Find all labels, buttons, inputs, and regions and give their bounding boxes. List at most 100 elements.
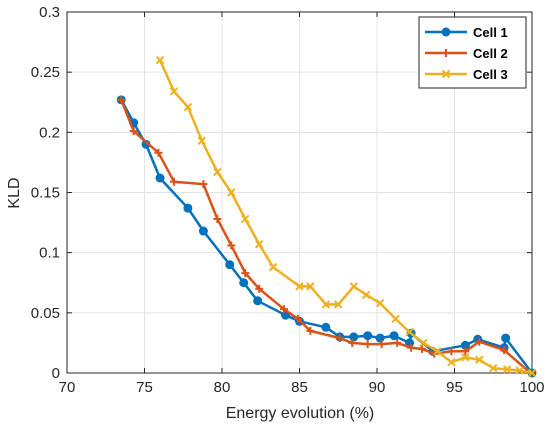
legend-marker xyxy=(442,49,450,57)
marker-d2 xyxy=(321,300,331,309)
marker-d2 xyxy=(447,357,456,367)
cell-2-point xyxy=(377,340,386,349)
y-tick-label: 0.15 xyxy=(31,185,60,202)
cell-3-point xyxy=(489,363,498,373)
cell-1-point xyxy=(225,260,235,270)
cell-3-point xyxy=(197,136,207,145)
legend-entry-cell-1: Cell 1 xyxy=(425,25,508,40)
cell-3-point xyxy=(502,365,512,374)
marker-d2 xyxy=(433,347,442,356)
y-tick-label: 0.3 xyxy=(39,4,60,21)
cell-2-point xyxy=(335,334,344,343)
cell-3-point xyxy=(321,300,331,309)
cell-3-point xyxy=(447,357,456,367)
marker-d2 xyxy=(254,240,264,249)
cell-3-point xyxy=(475,355,484,364)
marker-d2 xyxy=(475,355,484,364)
marker-d2 xyxy=(227,188,236,197)
marker-d2 xyxy=(169,87,179,96)
cell-1-point xyxy=(389,331,399,341)
cell-1-point xyxy=(321,322,331,332)
cell-2-point xyxy=(500,346,509,355)
cell-2-point xyxy=(348,338,357,347)
marker-d2 xyxy=(361,290,371,299)
legend-marker xyxy=(441,27,451,37)
cell-1-point xyxy=(375,333,385,343)
x-tick-label: 80 xyxy=(214,379,231,396)
x-tick-label: 100 xyxy=(519,379,544,396)
marker-d2 xyxy=(419,338,428,348)
cell-3-point xyxy=(155,55,165,65)
cell-3-point xyxy=(527,368,537,378)
marker-d2 xyxy=(155,55,165,65)
cell-2-point xyxy=(154,148,163,157)
cell-1-point xyxy=(501,333,511,343)
marker-d2 xyxy=(391,314,400,324)
x-tick-label: 85 xyxy=(291,379,308,396)
cell-2-point xyxy=(363,340,372,349)
cell-3-point xyxy=(515,366,524,375)
cell-2-point xyxy=(407,343,416,352)
cell-2-point xyxy=(213,214,222,223)
cell-2-point xyxy=(199,180,208,189)
marker-d2 xyxy=(527,368,537,378)
x-tick-label: 95 xyxy=(446,379,463,396)
cell-3-point xyxy=(433,347,442,356)
cell-2-point xyxy=(117,95,126,104)
marker-d2 xyxy=(502,365,512,374)
cell-1-point xyxy=(183,203,193,213)
cell-2-point xyxy=(227,241,236,250)
cell-3-point xyxy=(241,214,250,224)
legend-entry-cell-3: Cell 3 xyxy=(425,67,508,82)
cell-3-point xyxy=(361,290,371,299)
y-tick-label: 0 xyxy=(52,365,60,382)
cell-3-point xyxy=(183,102,193,112)
marker-d2 xyxy=(306,282,315,291)
cell-1-point xyxy=(198,226,208,236)
marker-d2 xyxy=(268,262,278,272)
cell-3-point xyxy=(306,282,315,291)
marker-d2 xyxy=(461,353,470,362)
x-tick-label: 90 xyxy=(369,379,386,396)
marker-d2 xyxy=(441,69,451,79)
cell-2-point xyxy=(255,284,264,293)
cell-3-point xyxy=(213,167,222,177)
marker-d2 xyxy=(241,214,250,224)
y-tick-label: 0.2 xyxy=(39,124,60,141)
cell-3-point xyxy=(295,282,304,291)
cell-3-point xyxy=(375,298,385,308)
legend: Cell 1 Cell 2 Cell 3 xyxy=(418,16,527,89)
series-layer xyxy=(116,55,537,378)
cell-3-point xyxy=(268,262,278,272)
cell-2-point xyxy=(241,269,250,278)
marker-d2 xyxy=(515,366,524,375)
cell-3-point xyxy=(349,282,358,291)
series-cell-3 xyxy=(155,55,537,378)
cell-3-point xyxy=(461,353,470,362)
marker-d2 xyxy=(375,298,385,308)
marker-d2 xyxy=(349,282,358,291)
marker-d2 xyxy=(405,327,414,337)
marker-d2 xyxy=(213,167,222,177)
legend-label: Cell 3 xyxy=(473,67,508,82)
cell-2-point xyxy=(417,344,426,353)
cell-3-point xyxy=(254,240,264,249)
cell-2-point xyxy=(447,347,456,356)
legend-entry-cell-2: Cell 2 xyxy=(425,46,508,61)
x-axis-label: Energy evolution (%) xyxy=(226,405,375,422)
marker-d2 xyxy=(295,282,304,291)
cell-3-point xyxy=(405,327,414,337)
marker-d2 xyxy=(197,136,207,145)
cell-3-point xyxy=(334,300,343,309)
cell-3-point xyxy=(419,338,428,348)
cell-1-point xyxy=(239,278,249,288)
cell-2-point xyxy=(169,177,178,186)
cell-1-point xyxy=(253,296,263,306)
cell-2-point xyxy=(393,338,402,347)
cell-2-point xyxy=(475,337,484,346)
cell-3-point xyxy=(391,314,400,324)
y-tick-label: 0.25 xyxy=(31,64,60,81)
cell-2-point xyxy=(306,326,315,335)
cell-2-point xyxy=(461,347,470,356)
